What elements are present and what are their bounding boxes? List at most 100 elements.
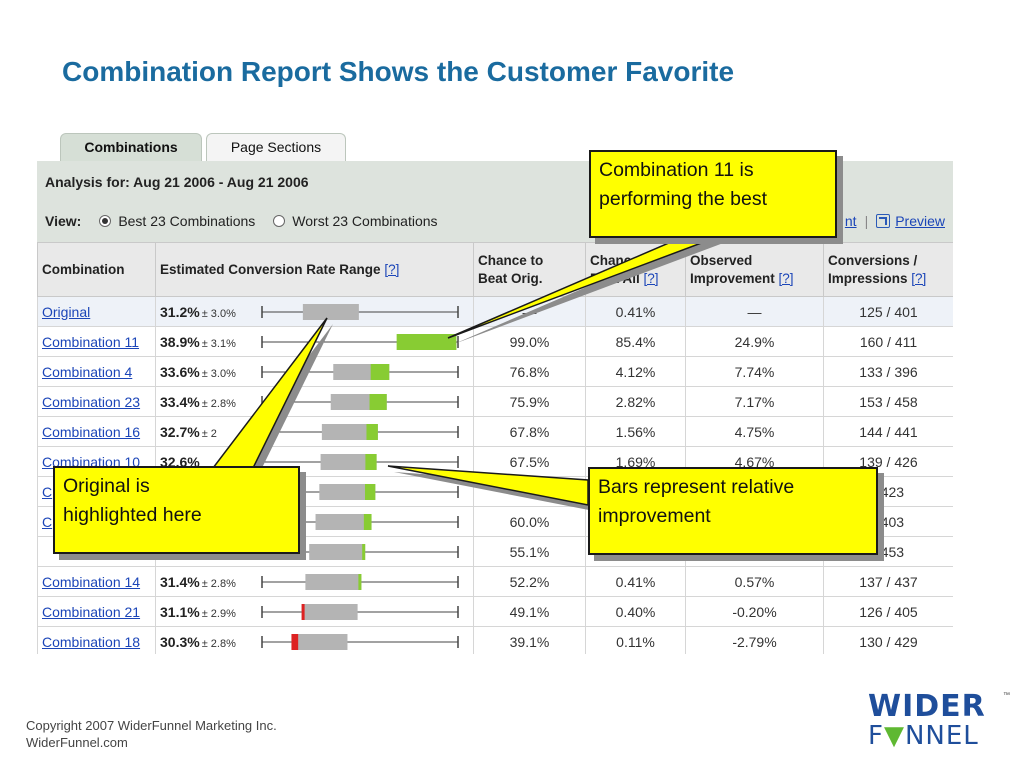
conversions-impressions-cell: 144 / 441 [823,416,953,447]
combination-name-cell: Combination 21 [37,596,156,627]
chance-beat-original-cell: 76.8% [473,356,586,387]
worst-combinations-label[interactable]: Worst 23 Combinations [292,213,438,229]
estimated-rate: 38.9% [160,333,200,350]
improvement-bar [365,484,376,500]
combination-name-cell: Combination 23 [37,386,156,417]
chance-beat-all-cell: 85.4% [585,326,686,357]
chance-beat-all-cell: 4.12% [585,356,686,387]
estimated-rate: 32.7% [160,423,200,440]
chance-beat-all-cell: 2.82% [585,386,686,417]
improvement-bar [396,334,457,350]
conversions-impressions-cell: 126 / 405 [823,596,953,627]
preview-icon [876,214,891,228]
rate-range-cell: 33.6% ± 3.0% [155,356,474,387]
rate-error: ± 3.0% [201,367,236,380]
combination-link[interactable]: Combination 23 [42,393,141,410]
rate-range-cell: 31.2% ± 3.0% [155,296,474,327]
range-box [309,544,366,560]
export-link[interactable]: nt [844,213,857,229]
trademark: ™ [1003,692,1010,699]
rate-range-cell: 31.1% ± 2.9% [155,596,474,627]
help-link[interactable]: [?] [911,270,927,286]
improvement-bar [365,454,377,470]
conversions-impressions-cell: 160 / 411 [823,326,953,357]
conversions-impressions-cell: 153 / 458 [823,386,953,417]
table-row: Combination 23 33.4% ± 2.8% 75.9% 2.82% 7.17%… [37,386,953,417]
rate-error: ± 2.8% [201,637,236,650]
chance-beat-all-cell: 0.41% [585,566,686,597]
chance-beat-original-cell: — [473,296,586,327]
improvement-bar [362,544,366,560]
observed-improvement-cell: 7.17% [685,386,824,417]
table-row: Combination 4 33.6% ± 3.0% 76.8% 4.12% 7.74% 1… [37,356,953,387]
rate-range-bar [261,304,459,320]
rate-range-bar [261,334,459,350]
chance-beat-original-cell: 60.0% [473,506,586,537]
rate-error: ± 3.0% [201,307,236,320]
combination-link[interactable]: C [42,513,53,530]
help-link[interactable]: [?] [778,270,794,286]
improvement-bar [358,574,362,590]
combination-link[interactable]: Combination 16 [42,423,141,440]
decline-bar [301,604,305,620]
copyright-line: Copyright 2007 WiderFunnel Marketing Inc… [26,718,277,733]
combination-name-cell: Combination 4 [37,356,156,387]
report-actions: nt | Preview [845,213,945,229]
chance-beat-original-cell: 75.9% [473,386,586,417]
rate-error: ± 2.8% [201,397,236,410]
range-box [321,424,378,440]
radio-best-combinations[interactable] [99,215,112,227]
combination-link[interactable]: C [42,483,53,500]
conversions-impressions-cell: 130 / 429 [823,626,953,654]
chance-beat-original-cell: 67.5% [473,446,586,477]
observed-improvement-cell: — [685,296,824,327]
header-chance-beat-all: Chance to Beat All [?] [585,242,686,297]
link-separator: | [864,213,869,229]
radio-worst-combinations[interactable] [273,215,286,227]
help-link[interactable]: [?] [643,270,659,286]
widerfunnel-logo: WIDER F▼NNEL ™ [868,692,1010,751]
chance-beat-original-cell: 55.1% [473,536,586,567]
observed-improvement-cell: 0.57% [685,566,824,597]
observed-improvement-cell: -2.79% [685,626,824,654]
table-row: Combination 16 32.7% ± 2 67.8% 1.56% 4.75% 144… [37,416,953,447]
range-box [291,634,348,650]
combination-link[interactable]: Combination 4 [42,363,133,380]
preview-link[interactable]: Preview [895,213,945,229]
funnel-icon: ▼ [883,721,905,751]
combination-link[interactable]: Combination 14 [42,573,141,590]
rate-range-cell: 33.4% ± 2.8% [155,386,474,417]
chance-beat-all-cell: 0.11% [585,626,686,654]
improvement-bar [363,514,372,530]
rate-error: ± 2.9% [201,607,236,620]
rate-range-bar [261,424,459,440]
combination-link[interactable]: Original [42,303,91,320]
observed-improvement-cell: 4.75% [685,416,824,447]
combination-link[interactable]: Combination 21 [42,603,141,620]
header-rate-range: Estimated Conversion Rate Range [?] [155,242,474,297]
best-combinations-label[interactable]: Best 23 Combinations [118,213,256,229]
rate-range-cell: 31.4% ± 2.8% [155,566,474,597]
combination-link[interactable]: Combination 10 [42,453,141,470]
view-selector: View: Best 23 Combinations Worst 23 Comb… [45,213,456,229]
conversions-impressions-cell: 125 / 401 [823,296,953,327]
help-link[interactable]: [?] [384,261,400,277]
combination-name-cell: Combination 18 [37,626,156,654]
decline-bar [291,634,299,650]
range-box [302,304,359,320]
analysis-date-range: Analysis for: Aug 21 2006 - Aug 21 2006 [45,174,309,190]
tab-page-sections[interactable]: Page Sections [206,133,346,162]
rate-range-bar [261,574,459,590]
range-box [315,514,372,530]
conversions-impressions-cell: 133 / 396 [823,356,953,387]
logo-funnel: F▼NNEL [868,721,979,751]
tab-combinations[interactable]: Combinations [60,133,202,162]
combination-name-cell: Combination 16 [37,416,156,447]
header-conversions-impressions: Conversions / Impressions [?] [823,242,953,297]
combination-link[interactable]: Combination 11 [42,333,140,350]
header-combination: Combination [37,242,156,297]
combination-link[interactable]: Combination 18 [42,633,141,650]
rate-error: ± 2.8% [201,577,236,590]
callout-combination-11: Combination 11 is performing the best [589,150,837,238]
header-chance-beat-original: Chance to Beat Orig. [473,242,586,297]
